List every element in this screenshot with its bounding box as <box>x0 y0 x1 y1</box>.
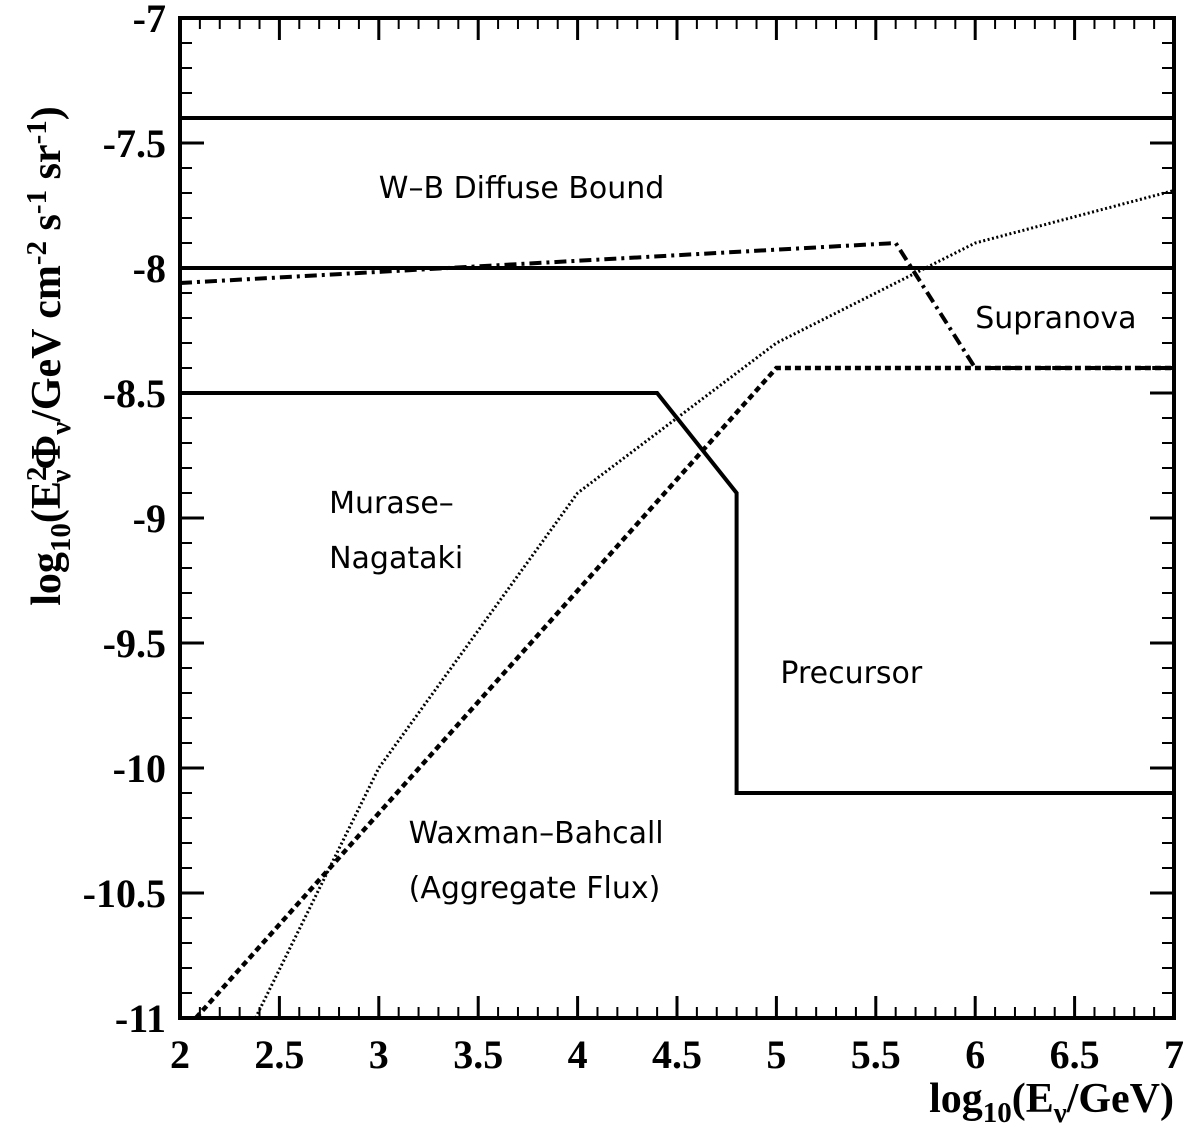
y-title-sup2: -2 <box>21 241 53 265</box>
y-title-sup1: 2 <box>21 467 53 482</box>
y-title-sup4: -1 <box>21 120 53 144</box>
annotation-supranova: Supranova <box>975 301 1136 336</box>
y-title-p6: ) <box>24 106 70 120</box>
series-line-precursor <box>180 391 1174 795</box>
y-title-p3: /GeV cm <box>24 265 70 423</box>
x-axis-title: log10(Eν/GeV) <box>929 1076 1174 1129</box>
annotation-murase-2: Nagataki <box>329 541 463 576</box>
y-tick-label: -10.5 <box>83 871 166 916</box>
y-title-p4: s <box>24 214 70 241</box>
y-axis-title: log10(E2νΦν/GeV cm-2 s-1 sr-1) <box>21 106 77 606</box>
y-tick-label: -8 <box>133 246 166 291</box>
y-title-p2: Φ <box>24 435 70 470</box>
series-layer <box>179 116 1175 1020</box>
x-tick-label: 7 <box>1164 1032 1184 1077</box>
y-tick-label: -10 <box>113 746 166 791</box>
x-tick-label: 6.5 <box>1050 1032 1100 1077</box>
x-tick-label: 2.5 <box>254 1032 304 1077</box>
y-title-sub2: ν <box>45 470 77 484</box>
series-line-murase-nagataki <box>254 189 1175 1019</box>
y-tick-label: -7 <box>133 0 166 41</box>
annotation-murase-1: Murase– <box>329 486 454 521</box>
annotation-precursor: Precursor <box>780 656 923 691</box>
y-tick-label: -7.5 <box>103 121 166 166</box>
x-tick-label: 4 <box>568 1032 588 1077</box>
x-title-mid: (E <box>1012 1076 1054 1122</box>
y-tick-label: -9.5 <box>103 621 166 666</box>
y-title-sup3: -1 <box>21 190 53 214</box>
x-tick-label: 2 <box>170 1032 190 1077</box>
x-tick-label: 5.5 <box>851 1032 901 1077</box>
x-title-post: /GeV) <box>1066 1076 1174 1122</box>
series-line-waxman-bahcall <box>194 365 1174 1020</box>
annotation-wb-agg-2: (Aggregate Flux) <box>409 871 661 906</box>
y-title-sub1: 10 <box>45 523 77 552</box>
x-tick-label: 5 <box>766 1032 786 1077</box>
annotations-layer: W–B Diffuse Bound Supranova Murase– Nagatak… <box>329 171 1136 906</box>
y-title-sub3: ν <box>45 422 77 436</box>
y-tick-label: -11 <box>115 996 166 1041</box>
y-tick-label: -8.5 <box>103 371 166 416</box>
x-title-sub2: ν <box>1053 1097 1067 1129</box>
y-title-pre: log <box>24 552 70 606</box>
x-tick-label: 3 <box>369 1032 389 1077</box>
series-line-supranova <box>179 240 1174 370</box>
x-title-sub1: 10 <box>983 1097 1012 1129</box>
y-tick-label: -9 <box>133 496 166 541</box>
annotation-wb-bound: W–B Diffuse Bound <box>379 171 665 206</box>
x-tick-label: 3.5 <box>453 1032 503 1077</box>
x-title-pre: log <box>929 1076 983 1122</box>
y-title-p1: (E <box>24 481 70 523</box>
x-tick-label: 6 <box>965 1032 985 1077</box>
ticks-layer: 2 2.5 3 3.5 4 4.5 5 5.5 6 6.5 7 -11 -10.5 -10 -9.5 -9 -8… <box>83 0 1184 1077</box>
x-tick-label: 4.5 <box>652 1032 702 1077</box>
annotation-wb-agg-1: Waxman–Bahcall <box>409 816 664 851</box>
y-title-p5: sr <box>24 144 70 190</box>
